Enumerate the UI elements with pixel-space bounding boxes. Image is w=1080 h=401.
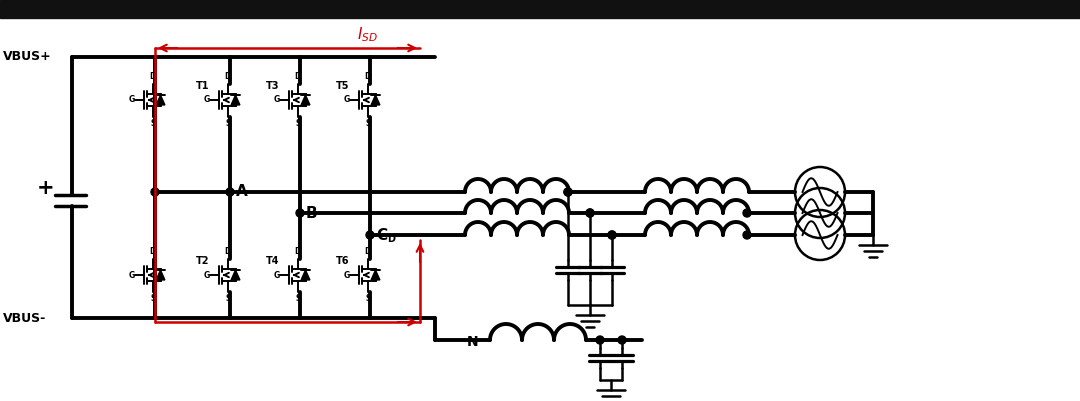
Circle shape: [608, 231, 616, 239]
Polygon shape: [301, 270, 310, 280]
Text: D: D: [365, 247, 372, 256]
Text: S: S: [150, 294, 156, 303]
Polygon shape: [301, 95, 310, 105]
Polygon shape: [231, 95, 240, 105]
Text: G: G: [129, 271, 135, 279]
Bar: [0, 0, 1080, 18]
Text: VBUS-: VBUS-: [3, 312, 46, 324]
Circle shape: [586, 209, 594, 217]
Text: S: S: [150, 119, 156, 128]
Text: S: S: [365, 294, 370, 303]
Text: G: G: [273, 271, 280, 279]
Polygon shape: [231, 270, 240, 280]
Text: S: S: [225, 294, 230, 303]
Text: $I_{SD}$: $I_{SD}$: [357, 26, 378, 45]
Polygon shape: [372, 270, 380, 280]
Circle shape: [226, 188, 234, 196]
Circle shape: [151, 188, 159, 196]
Text: T5: T5: [336, 81, 349, 91]
Text: N: N: [467, 335, 478, 349]
Text: T6: T6: [336, 256, 349, 266]
Text: G: G: [204, 95, 210, 105]
Text: S: S: [295, 294, 300, 303]
Text: G: G: [343, 271, 350, 279]
Text: G: G: [273, 95, 280, 105]
Circle shape: [296, 209, 303, 217]
Text: G: G: [129, 95, 135, 105]
Text: D: D: [365, 72, 372, 81]
Text: B: B: [306, 205, 318, 221]
Circle shape: [586, 209, 594, 217]
Circle shape: [608, 231, 616, 239]
Text: A: A: [237, 184, 247, 200]
Circle shape: [743, 231, 751, 239]
Polygon shape: [372, 95, 380, 105]
Text: G: G: [343, 95, 350, 105]
Text: G: G: [204, 271, 210, 279]
Text: VBUS+: VBUS+: [3, 51, 52, 63]
Text: S: S: [295, 119, 300, 128]
Circle shape: [564, 188, 572, 196]
Text: T1: T1: [195, 81, 210, 91]
Circle shape: [618, 336, 626, 344]
Text: T4: T4: [266, 256, 280, 266]
Text: D: D: [295, 72, 301, 81]
Circle shape: [596, 336, 604, 344]
Text: C: C: [376, 227, 387, 243]
Text: D: D: [225, 72, 231, 81]
Text: D: D: [225, 247, 231, 256]
Text: D: D: [295, 247, 301, 256]
Text: S: S: [365, 119, 370, 128]
Text: D: D: [150, 72, 156, 81]
Text: T3: T3: [266, 81, 280, 91]
Polygon shape: [157, 270, 165, 280]
Text: T2: T2: [195, 256, 210, 266]
Circle shape: [366, 231, 374, 239]
Circle shape: [743, 209, 751, 217]
Circle shape: [564, 188, 572, 196]
Polygon shape: [157, 95, 165, 105]
Text: +: +: [37, 178, 55, 198]
Text: D: D: [150, 247, 156, 256]
Text: S: S: [225, 119, 230, 128]
Text: D: D: [387, 234, 395, 244]
